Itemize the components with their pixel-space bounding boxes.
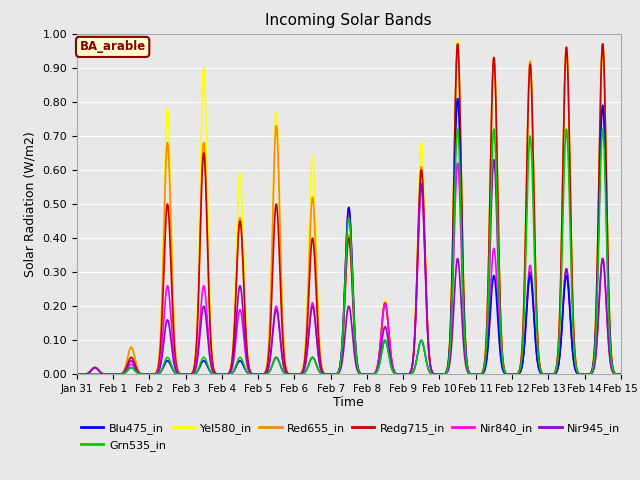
Grn535_in bbox=[220, 372, 228, 377]
Nir945_in bbox=[261, 371, 269, 377]
Red655_in bbox=[618, 372, 626, 377]
Yel580_in bbox=[284, 370, 291, 375]
Line: Nir840_in: Nir840_in bbox=[77, 163, 640, 374]
Yel580_in bbox=[261, 370, 269, 375]
Redg715_in bbox=[618, 372, 626, 377]
Nir840_in bbox=[622, 372, 630, 377]
Yel580_in bbox=[454, 37, 461, 43]
Redg715_in bbox=[284, 370, 291, 376]
Redg715_in bbox=[622, 372, 630, 377]
Nir945_in bbox=[220, 372, 228, 377]
Line: Redg715_in: Redg715_in bbox=[77, 44, 640, 374]
Text: BA_arable: BA_arable bbox=[79, 40, 146, 53]
Red655_in bbox=[599, 41, 607, 47]
Line: Blu475_in: Blu475_in bbox=[77, 98, 640, 374]
Line: Yel580_in: Yel580_in bbox=[77, 40, 640, 374]
Yel580_in bbox=[220, 372, 228, 377]
Y-axis label: Solar Radiation (W/m2): Solar Radiation (W/m2) bbox=[24, 131, 36, 277]
Red655_in bbox=[73, 372, 81, 377]
Nir840_in bbox=[378, 319, 386, 325]
Nir840_in bbox=[73, 372, 81, 377]
Nir945_in bbox=[378, 336, 386, 342]
Blu475_in bbox=[220, 372, 228, 377]
Title: Incoming Solar Bands: Incoming Solar Bands bbox=[266, 13, 432, 28]
Nir840_in bbox=[454, 160, 461, 166]
Blu475_in bbox=[284, 372, 291, 377]
Yel580_in bbox=[618, 372, 626, 377]
Nir945_in bbox=[622, 372, 630, 377]
Blu475_in bbox=[378, 347, 386, 352]
Nir840_in bbox=[284, 371, 291, 377]
Grn535_in bbox=[618, 372, 626, 377]
Red655_in bbox=[622, 372, 630, 377]
Grn535_in bbox=[284, 372, 291, 377]
Grn535_in bbox=[73, 372, 81, 377]
Nir945_in bbox=[284, 371, 291, 377]
Line: Red655_in: Red655_in bbox=[77, 44, 640, 374]
Grn535_in bbox=[622, 372, 630, 377]
Nir840_in bbox=[261, 371, 269, 377]
Nir945_in bbox=[490, 157, 498, 163]
Redg715_in bbox=[73, 372, 81, 377]
Nir945_in bbox=[618, 372, 626, 377]
Blu475_in bbox=[454, 96, 461, 101]
Grn535_in bbox=[599, 126, 607, 132]
Red655_in bbox=[284, 370, 291, 375]
Nir840_in bbox=[618, 372, 626, 377]
Redg715_in bbox=[220, 372, 228, 377]
Red655_in bbox=[378, 319, 386, 325]
Red655_in bbox=[220, 372, 228, 377]
X-axis label: Time: Time bbox=[333, 396, 364, 408]
Redg715_in bbox=[378, 319, 386, 325]
Grn535_in bbox=[378, 347, 386, 352]
Blu475_in bbox=[261, 372, 269, 377]
Blu475_in bbox=[622, 372, 630, 377]
Red655_in bbox=[261, 370, 269, 375]
Line: Nir945_in: Nir945_in bbox=[77, 160, 640, 374]
Blu475_in bbox=[618, 372, 626, 377]
Yel580_in bbox=[622, 372, 630, 377]
Redg715_in bbox=[261, 370, 269, 376]
Yel580_in bbox=[378, 317, 386, 323]
Nir945_in bbox=[73, 372, 81, 377]
Line: Grn535_in: Grn535_in bbox=[77, 129, 640, 374]
Legend: Blu475_in, Grn535_in, Yel580_in, Red655_in, Redg715_in, Nir840_in, Nir945_in: Blu475_in, Grn535_in, Yel580_in, Red655_… bbox=[77, 419, 625, 455]
Grn535_in bbox=[261, 372, 269, 377]
Nir840_in bbox=[220, 372, 228, 377]
Yel580_in bbox=[73, 372, 81, 377]
Blu475_in bbox=[73, 372, 81, 377]
Redg715_in bbox=[599, 41, 607, 47]
